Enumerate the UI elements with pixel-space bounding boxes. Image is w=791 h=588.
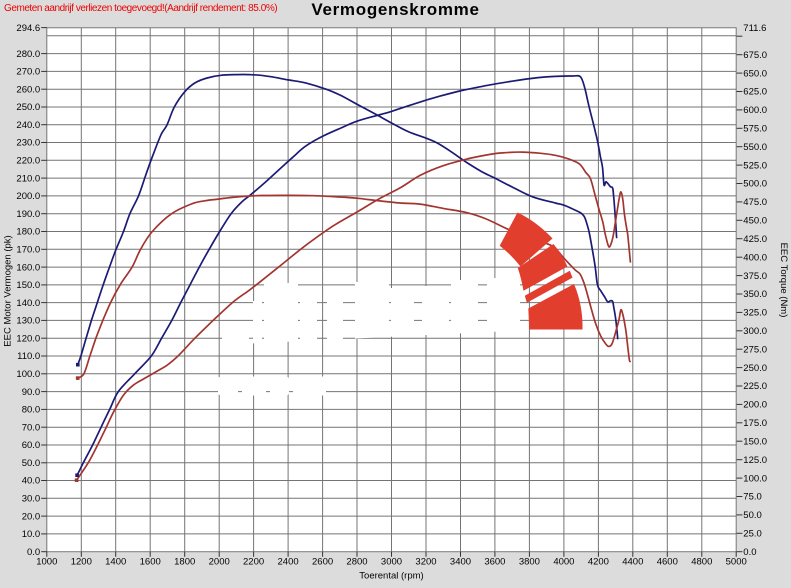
svg-text:175.0: 175.0 — [743, 418, 767, 429]
svg-text:160.0: 160.0 — [16, 262, 40, 273]
svg-text:20.0: 20.0 — [22, 511, 41, 522]
svg-text:2000: 2000 — [209, 557, 230, 568]
svg-text:150.0: 150.0 — [743, 436, 767, 447]
svg-text:125.0: 125.0 — [743, 455, 767, 466]
svg-text:190.0: 190.0 — [16, 209, 40, 220]
svg-text:280.0: 280.0 — [16, 49, 40, 60]
svg-text:250.0: 250.0 — [743, 363, 767, 374]
svg-text:1000: 1000 — [36, 557, 57, 568]
svg-text:4600: 4600 — [657, 557, 678, 568]
svg-text:50.0: 50.0 — [22, 458, 41, 469]
svg-text:600.0: 600.0 — [743, 105, 767, 116]
svg-text:3800: 3800 — [519, 557, 540, 568]
svg-text:0.0: 0.0 — [743, 547, 756, 558]
svg-text:325.0: 325.0 — [743, 308, 767, 319]
svg-text:294.6: 294.6 — [16, 23, 40, 34]
svg-text:240.0: 240.0 — [16, 120, 40, 131]
svg-text:525.0: 525.0 — [743, 160, 767, 171]
svg-text:3200: 3200 — [415, 557, 436, 568]
svg-text:1800: 1800 — [174, 557, 195, 568]
svg-text:2800: 2800 — [346, 557, 367, 568]
svg-text:3400: 3400 — [450, 557, 471, 568]
svg-text:100.0: 100.0 — [743, 473, 767, 484]
svg-text:170.0: 170.0 — [16, 245, 40, 256]
svg-text:300.0: 300.0 — [743, 326, 767, 337]
svg-text:200.0: 200.0 — [743, 400, 767, 411]
svg-text:475.0: 475.0 — [743, 197, 767, 208]
svg-text:2400: 2400 — [278, 557, 299, 568]
svg-text:375.0: 375.0 — [743, 271, 767, 282]
svg-text:270.0: 270.0 — [16, 67, 40, 78]
svg-text:1200: 1200 — [71, 557, 92, 568]
svg-text:260.0: 260.0 — [16, 84, 40, 95]
svg-text:90.0: 90.0 — [22, 387, 41, 398]
svg-text:675.0: 675.0 — [743, 50, 767, 61]
svg-text:130.0: 130.0 — [16, 316, 40, 327]
svg-text:230.0: 230.0 — [16, 138, 40, 149]
svg-text:425.0: 425.0 — [743, 234, 767, 245]
svg-text:350.0: 350.0 — [743, 289, 767, 300]
svg-text:275.0: 275.0 — [743, 344, 767, 355]
svg-text:120.0: 120.0 — [16, 333, 40, 344]
svg-text:711.6: 711.6 — [743, 23, 766, 34]
svg-text:200.0: 200.0 — [16, 191, 40, 202]
svg-text:75.0: 75.0 — [743, 492, 762, 503]
svg-text:225.0: 225.0 — [743, 381, 767, 392]
svg-text:2200: 2200 — [243, 557, 264, 568]
svg-text:100.0: 100.0 — [16, 369, 40, 380]
svg-text:Toerental (rpm): Toerental (rpm) — [359, 571, 423, 582]
svg-text:210.0: 210.0 — [16, 173, 40, 184]
svg-text:4200: 4200 — [588, 557, 609, 568]
svg-text:400.0: 400.0 — [743, 252, 767, 263]
svg-text:80.0: 80.0 — [22, 405, 41, 416]
svg-text:40.0: 40.0 — [22, 476, 41, 487]
svg-text:140.0: 140.0 — [16, 298, 40, 309]
svg-text:220.0: 220.0 — [16, 156, 40, 167]
svg-text:180.0: 180.0 — [16, 227, 40, 238]
svg-text:4800: 4800 — [691, 557, 712, 568]
svg-text:650.0: 650.0 — [743, 68, 767, 79]
svg-text:4000: 4000 — [553, 557, 574, 568]
svg-text:1400: 1400 — [105, 557, 126, 568]
svg-text:625.0: 625.0 — [743, 87, 767, 98]
svg-text:EEC Torque (Nm): EEC Torque (Nm) — [778, 243, 789, 318]
svg-text:4400: 4400 — [622, 557, 643, 568]
svg-text:150.0: 150.0 — [16, 280, 40, 291]
svg-text:10.0: 10.0 — [22, 529, 41, 540]
svg-text:3600: 3600 — [484, 557, 505, 568]
svg-text:70.0: 70.0 — [22, 422, 41, 433]
svg-text:60.0: 60.0 — [22, 440, 41, 451]
svg-text:110.0: 110.0 — [17, 351, 40, 362]
svg-text:550.0: 550.0 — [743, 142, 767, 153]
svg-text:450.0: 450.0 — [743, 216, 767, 227]
svg-text:0.0: 0.0 — [27, 547, 40, 558]
svg-text:30.0: 30.0 — [22, 494, 41, 505]
svg-text:250.0: 250.0 — [16, 102, 40, 113]
svg-text:5000: 5000 — [726, 557, 747, 568]
svg-text:EEC Motor Vermogen (pk): EEC Motor Vermogen (pk) — [3, 235, 14, 346]
svg-text:2600: 2600 — [312, 557, 333, 568]
svg-text:500.0: 500.0 — [743, 179, 767, 190]
svg-text:25.0: 25.0 — [743, 529, 762, 540]
svg-text:1600: 1600 — [140, 557, 161, 568]
svg-text:575.0: 575.0 — [743, 124, 767, 135]
svg-text:3000: 3000 — [381, 557, 402, 568]
svg-text:50.0: 50.0 — [743, 510, 762, 521]
